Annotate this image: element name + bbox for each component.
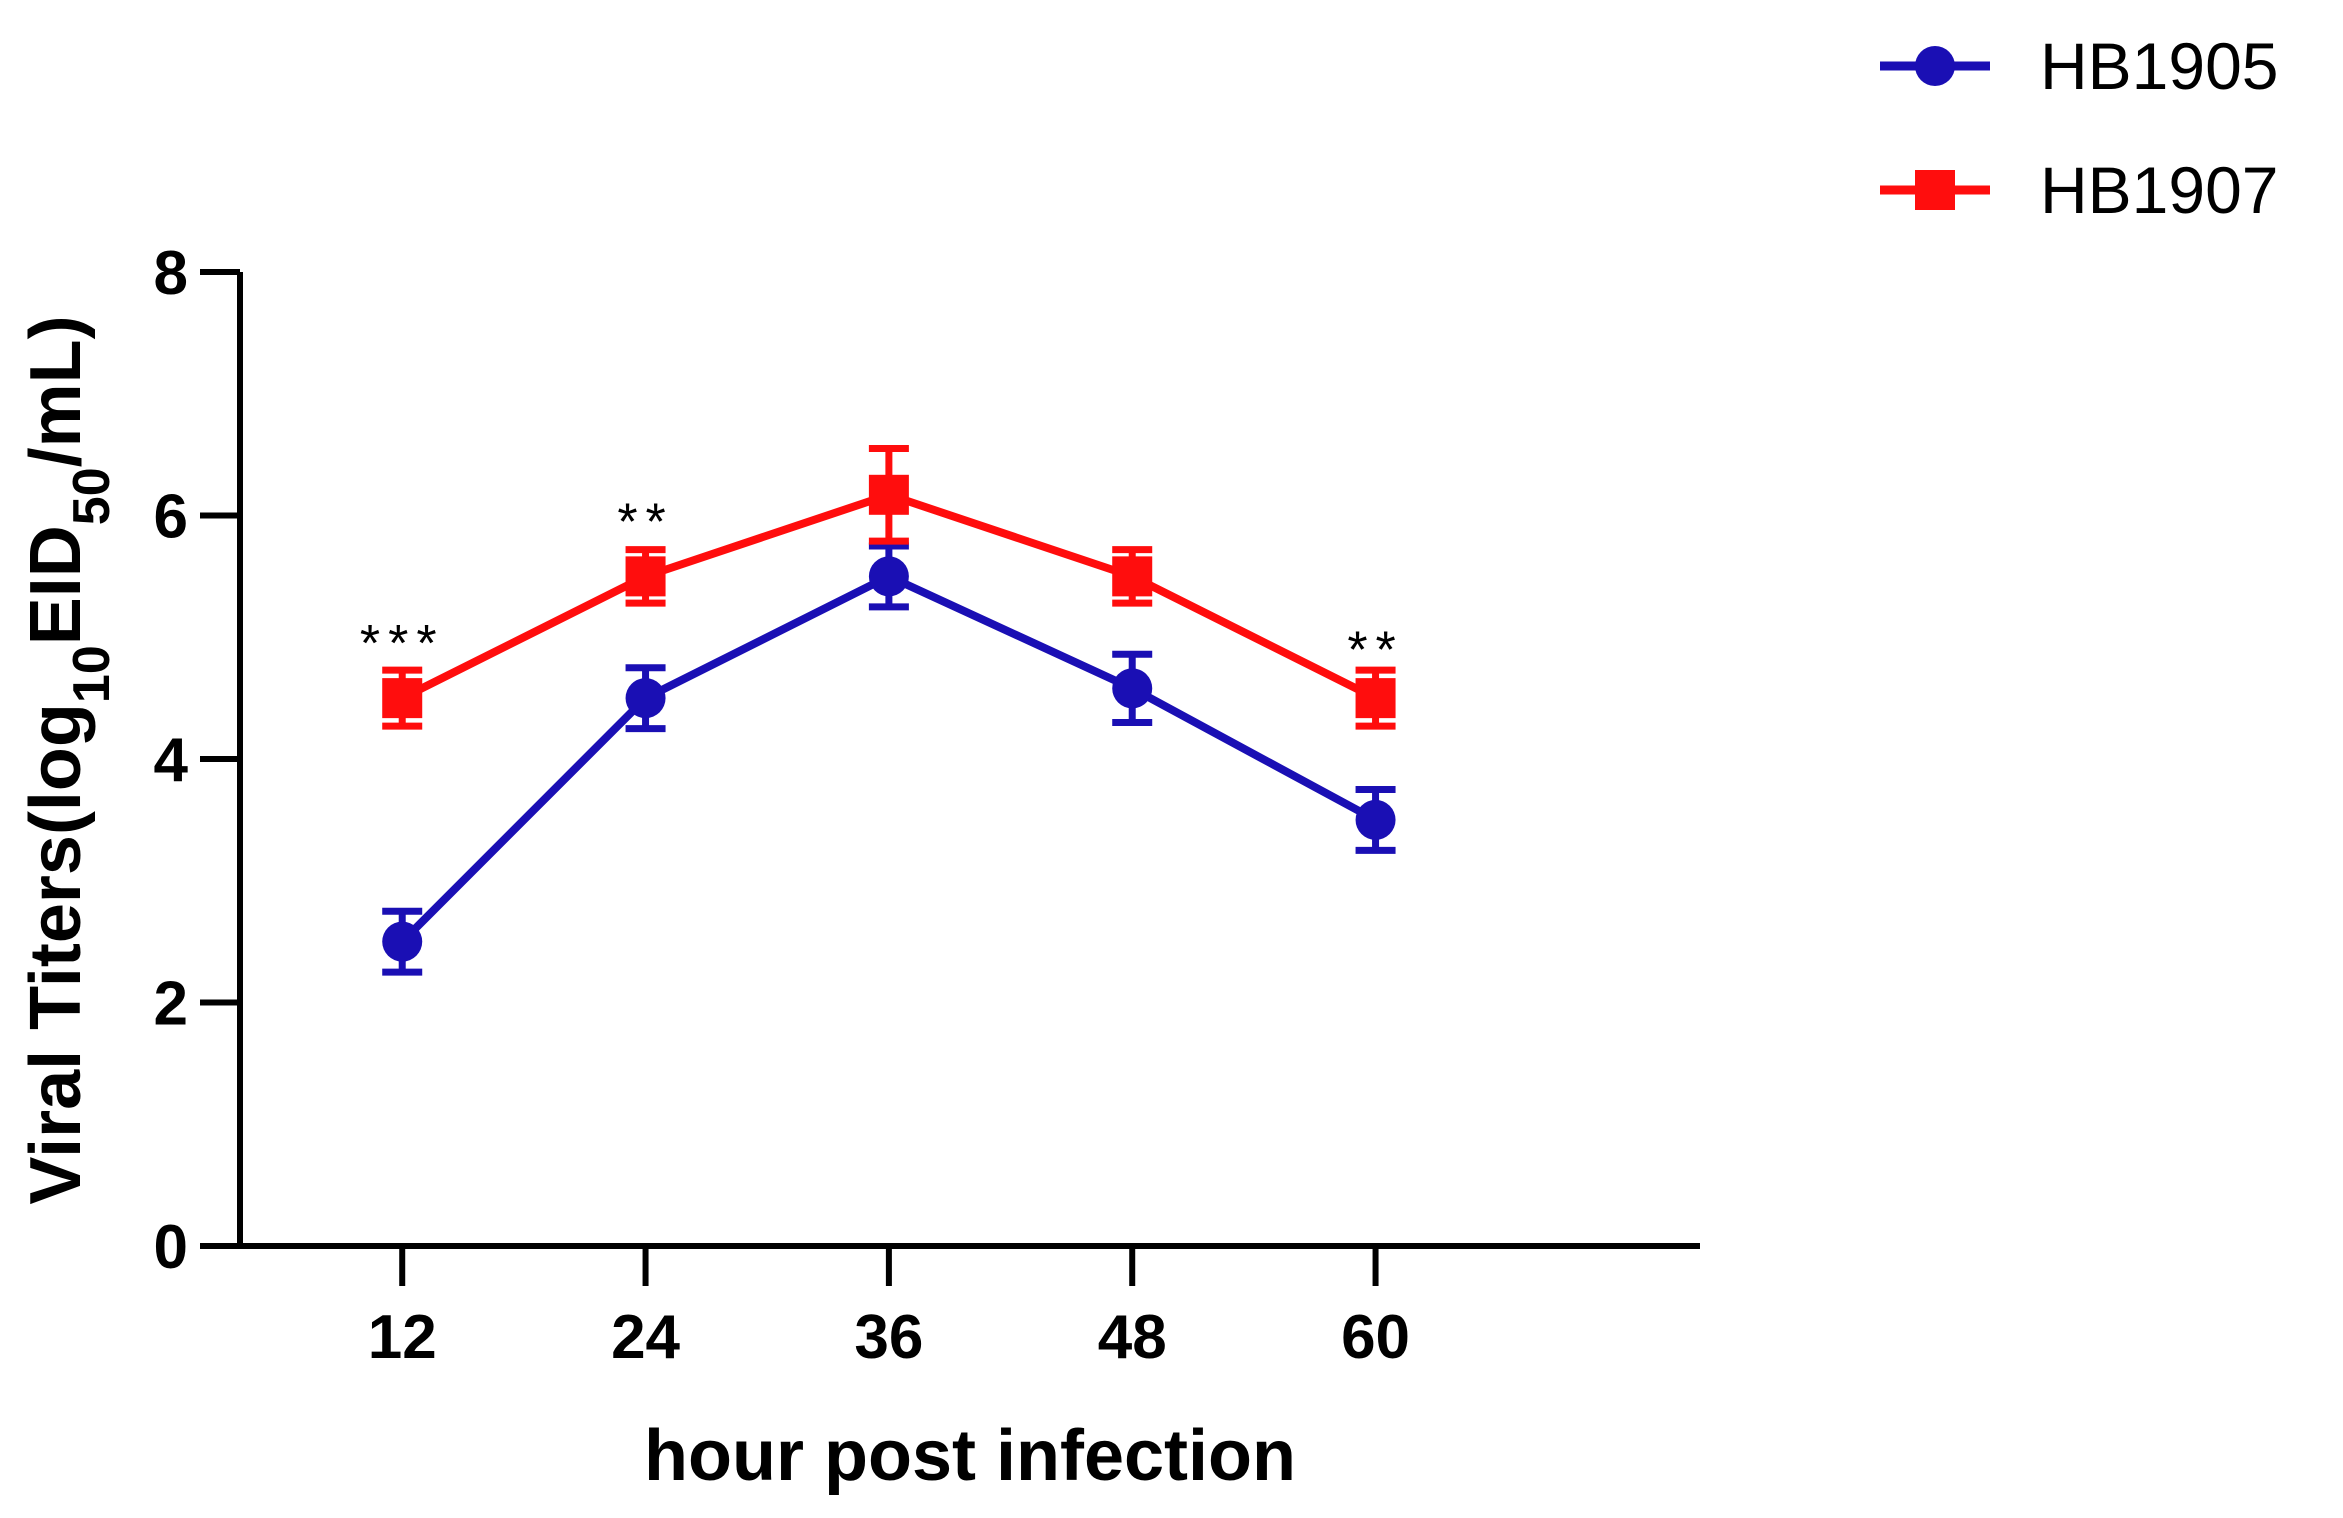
- data-point-square: [625, 556, 666, 597]
- x-axis-title: hour post infection: [644, 1416, 1296, 1496]
- data-point-circle: [1112, 668, 1153, 709]
- y-axis-title-end: /mL): [16, 315, 96, 467]
- data-point-circle: [1355, 799, 1396, 840]
- y-tick-label: 8: [154, 239, 188, 308]
- x-tick-label: 36: [854, 1303, 923, 1372]
- data-point-circle: [625, 678, 666, 719]
- x-axis-ticks: 12 24 36 48 60: [368, 1246, 1410, 1372]
- x-tick-label: 24: [611, 1303, 680, 1372]
- series-hb1907: [382, 445, 1396, 730]
- legend: HB1905 HB1907: [1880, 29, 2279, 227]
- data-point-square: [868, 474, 909, 515]
- significance-marker: ***: [360, 615, 445, 673]
- y-tick-label: 2: [154, 970, 188, 1039]
- legend-marker-circle: [1915, 46, 1955, 86]
- data-point-square: [382, 678, 423, 719]
- y-tick-label: 4: [154, 726, 189, 795]
- series-hb1905: [382, 542, 1396, 976]
- y-axis-title-mid: EID: [16, 525, 96, 645]
- series-line: [399, 572, 1378, 945]
- legend-label-hb1905: HB1905: [2040, 29, 2279, 103]
- x-tick-label: 12: [368, 1303, 437, 1372]
- significance-marker: **: [1347, 621, 1403, 679]
- y-axis-title-sub1: 10: [63, 645, 121, 703]
- y-tick-label: 0: [154, 1213, 188, 1282]
- data-point-circle: [382, 921, 423, 962]
- data-point-circle: [868, 556, 909, 597]
- series-layer: [382, 445, 1396, 976]
- x-tick-label: 60: [1341, 1303, 1410, 1372]
- y-axis-title: Viral Titers(log10EID50/mL): [16, 315, 121, 1204]
- axes: [237, 272, 1700, 1249]
- y-axis-ticks: 0 2 4 6 8: [154, 239, 240, 1282]
- legend-marker-square: [1915, 170, 1955, 210]
- data-point-square: [1112, 556, 1153, 597]
- y-axis-title-sub2: 50: [63, 467, 121, 525]
- legend-item-hb1905: HB1905: [1880, 29, 2279, 103]
- data-point-square: [1355, 678, 1396, 719]
- legend-item-hb1907: HB1907: [1880, 153, 2279, 227]
- y-tick-label: 6: [154, 483, 188, 552]
- x-tick-label: 48: [1098, 1303, 1167, 1372]
- significance-marker: **: [617, 493, 673, 551]
- legend-label-hb1907: HB1907: [2040, 153, 2279, 227]
- annotations: *******: [360, 493, 1403, 679]
- y-axis-title-main: Viral Titers(log: [16, 703, 96, 1205]
